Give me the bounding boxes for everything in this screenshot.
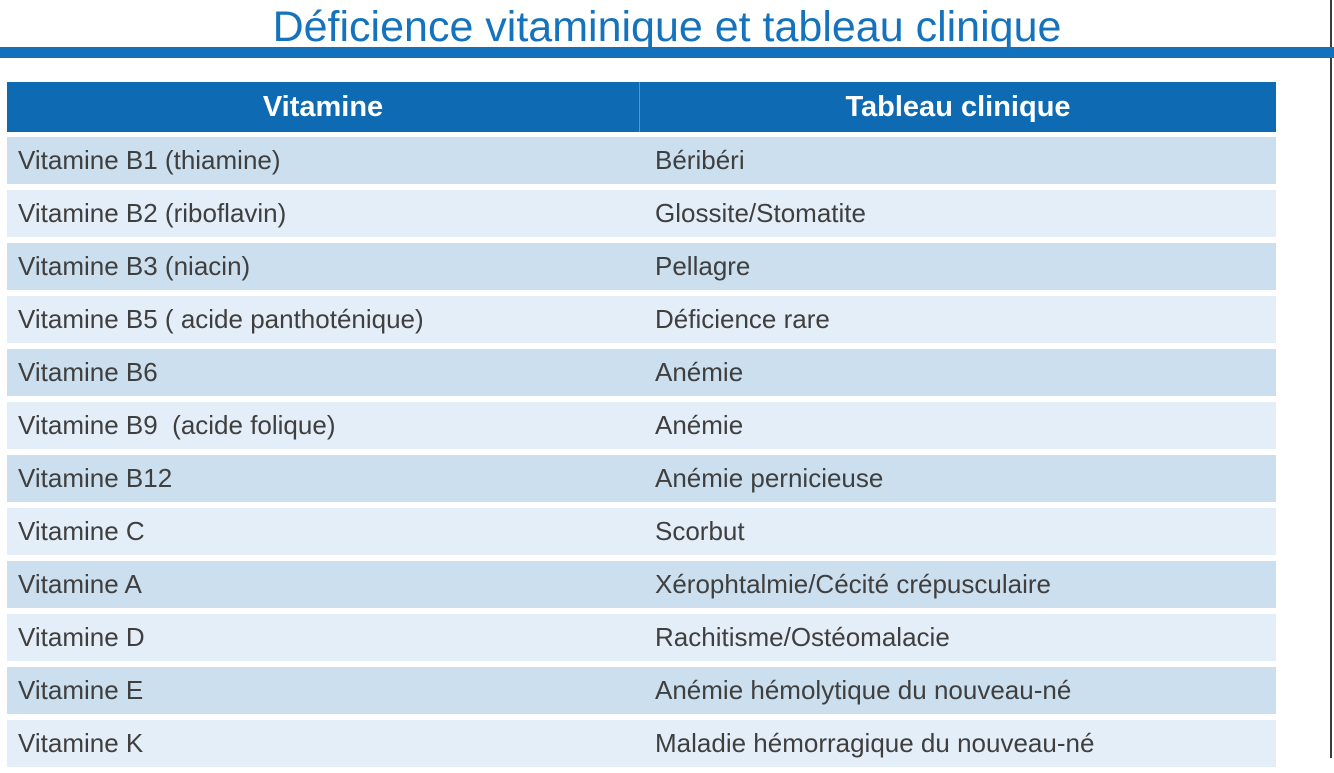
vitamin-cell: Vitamine D	[18, 622, 145, 652]
table-row: Vitamine B2 (riboflavin) Glossite/Stomat…	[7, 190, 1276, 237]
table-row: Vitamine B1 (thiamine) Béribéri	[7, 137, 1276, 184]
vitamin-cell: Vitamine B12	[18, 463, 173, 493]
right-edge-line	[1330, 0, 1332, 758]
clinical-cell: Xérophtalmie/Cécité crépusculaire	[655, 569, 1051, 599]
vitamin-table: Vitamine Tableau clinique Vitamine B1 (t…	[7, 82, 1276, 773]
table-row: Vitamine D Rachitisme/Ostéomalacie	[7, 614, 1276, 661]
page-title: Déficience vitaminique et tableau cliniq…	[272, 3, 1062, 51]
vitamin-cell: Vitamine K	[18, 728, 144, 758]
vitamin-cell: Vitamine B6	[18, 357, 158, 387]
clinical-cell: Béribéri	[655, 145, 745, 175]
table-row: Vitamine K Maladie hémorragique du nouve…	[7, 720, 1276, 767]
vitamin-cell: Vitamine B3 (niacin)	[18, 251, 251, 281]
table-row: Vitamine B6 Anémie	[7, 349, 1276, 396]
table-body: Vitamine B1 (thiamine) Béribéri Vitamine…	[7, 137, 1276, 767]
vitamin-cell: Vitamine B9 (acide folique)	[18, 410, 336, 440]
table-row: Vitamine B5 ( acide panthoténique) Défic…	[7, 296, 1276, 343]
clinical-cell: Anémie	[655, 410, 744, 440]
clinical-cell: Glossite/Stomatite	[655, 198, 866, 228]
clinical-cell: Anémie hémolytique du nouveau-né	[655, 675, 1072, 705]
vitamin-cell: Vitamine B2 (riboflavin)	[18, 198, 287, 228]
vitamin-cell: Vitamine C	[18, 516, 145, 546]
vitamin-cell: Vitamine B5 ( acide panthoténique)	[18, 304, 424, 334]
clinical-cell: Rachitisme/Ostéomalacie	[655, 622, 950, 652]
table-row: Vitamine C Scorbut	[7, 508, 1276, 555]
table-row: Vitamine B3 (niacin) Pellagre	[7, 243, 1276, 290]
column-header-tableau-clinique: Tableau clinique	[845, 90, 1071, 123]
vitamin-cell: Vitamine E	[18, 675, 144, 705]
vitamin-cell: Vitamine B1 (thiamine)	[18, 145, 281, 175]
clinical-cell: Scorbut	[655, 516, 745, 546]
vitamin-cell: Vitamine A	[18, 569, 142, 599]
column-header-vitamine: Vitamine	[7, 82, 640, 132]
clinical-cell: Anémie	[655, 357, 744, 387]
table-row: Vitamine B12 Anémie pernicieuse	[7, 455, 1276, 502]
table-row: Vitamine B9 (acide folique) Anémie	[7, 402, 1276, 449]
clinical-cell: Anémie pernicieuse	[655, 463, 884, 493]
table-header-row: Vitamine Tableau clinique	[7, 82, 1276, 132]
clinical-cell: Maladie hémorragique du nouveau-né	[655, 728, 1095, 758]
table-row: Vitamine E Anémie hémolytique du nouveau…	[7, 667, 1276, 714]
title-underline-bar	[0, 47, 1334, 58]
clinical-cell: Déficience rare	[655, 304, 830, 334]
table-row: Vitamine A Xérophtalmie/Cécité crépuscul…	[7, 561, 1276, 608]
clinical-cell: Pellagre	[655, 251, 751, 281]
